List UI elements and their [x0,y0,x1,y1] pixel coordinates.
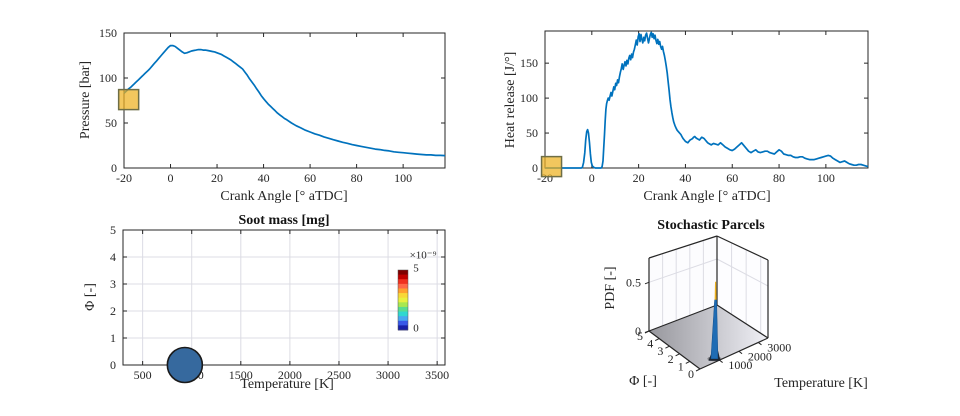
svg-text:3: 3 [657,344,663,358]
cylinder-pressure-position-marker [117,88,140,111]
svg-text:2: 2 [110,304,116,318]
stochastic-parcels-title: Stochastic Parcels [657,218,765,233]
colorbar-min-label: 0 [413,322,419,335]
svg-text:4: 4 [110,250,116,264]
svg-text:0: 0 [168,171,174,185]
cylinder-pressure-curve [123,44,446,157]
svg-text:100: 100 [394,171,412,185]
svg-text:100: 100 [817,171,835,185]
svg-text:0: 0 [111,161,117,175]
colorbar-max-label: 5 [413,262,419,275]
svg-text:40: 40 [258,171,270,185]
svg-text:150: 150 [99,26,117,40]
svg-text:1000: 1000 [728,358,752,372]
heat-release-position-marker [540,155,563,178]
svg-text:150: 150 [520,56,538,70]
svg-text:1: 1 [678,359,684,373]
svg-text:0.5: 0.5 [626,275,641,289]
svg-text:2000: 2000 [748,349,772,363]
svg-text:-20: -20 [116,171,132,185]
svg-text:0: 0 [589,171,595,185]
svg-text:2: 2 [668,352,674,366]
svg-text:3000: 3000 [376,368,400,382]
svg-text:2500: 2500 [327,368,351,382]
soot-colorbar [397,269,409,331]
svg-text:0: 0 [635,324,641,338]
soot-parcel-bubble [166,346,204,384]
svg-text:1500: 1500 [229,368,253,382]
svg-text:3000: 3000 [767,340,791,354]
soot-mass-axes: 500100015002000250030003500012345 [110,223,449,384]
svg-text:5: 5 [637,329,643,343]
pressure-xlabel: Crank Angle [° aTDC] [220,189,348,204]
svg-text:50: 50 [526,126,538,140]
temperature-ylabel-3d: Temperature [K] [774,376,868,391]
svg-text:60: 60 [304,171,316,185]
svg-text:4: 4 [647,337,653,351]
pdf-spike [707,281,722,362]
soot-mass-ylabel: Φ [-] [83,283,98,311]
svg-text:50: 50 [105,116,117,130]
heat-release-ylabel: Heat release [J/°] [503,51,518,149]
svg-text:20: 20 [633,171,645,185]
svg-text:100: 100 [520,91,538,105]
heat-release-xlabel: Crank Angle [° aTDC] [643,189,771,204]
svg-text:0: 0 [110,358,116,372]
svg-text:1: 1 [110,331,116,345]
soot-mass-xlabel: Temperature [K] [240,377,334,392]
colorbar-exponent-label: ×10⁻⁹ [409,249,437,262]
svg-text:80: 80 [351,171,363,185]
svg-text:0: 0 [532,161,538,175]
soot-mass-title: Soot mass [mg] [238,213,330,228]
svg-text:3: 3 [110,277,116,291]
svg-text:100: 100 [99,71,117,85]
phi-xlabel-3d: Φ [-] [629,374,657,389]
svg-text:0: 0 [688,367,694,381]
svg-text:500: 500 [134,368,152,382]
svg-text:40: 40 [679,171,691,185]
svg-text:3500: 3500 [425,368,449,382]
svg-text:60: 60 [726,171,738,185]
pressure-ylabel: Pressure [bar] [78,60,93,140]
svg-text:5: 5 [110,223,116,237]
svg-text:80: 80 [773,171,785,185]
svg-text:20: 20 [211,171,223,185]
heat-release-curve [545,31,869,169]
pdf-zlabel: PDF [-] [603,266,618,310]
svg-text:2000: 2000 [278,368,302,382]
